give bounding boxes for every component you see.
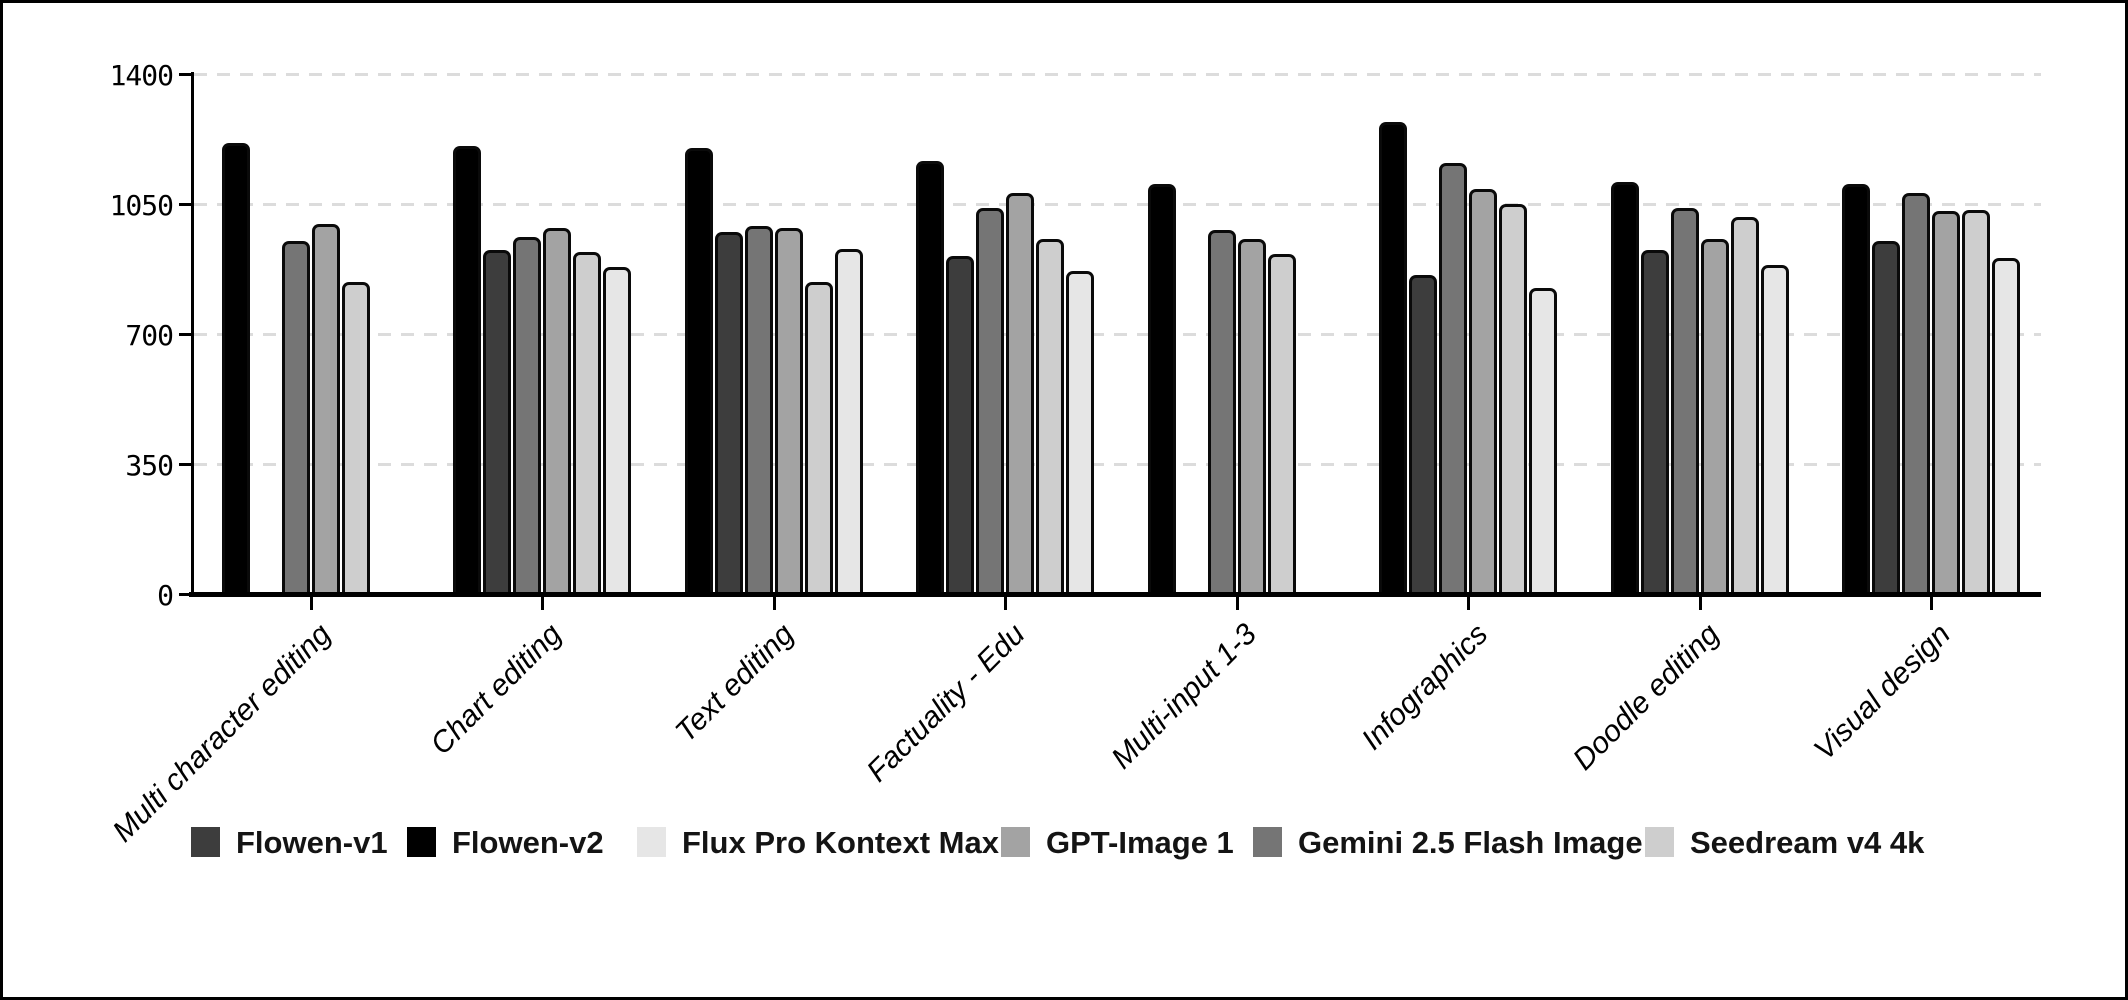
bar bbox=[1207, 230, 1236, 594]
bar bbox=[1700, 239, 1729, 594]
y-tick bbox=[179, 463, 191, 466]
bar bbox=[342, 282, 370, 594]
bar bbox=[1439, 163, 1468, 594]
legend-item: GPT-Image 1 bbox=[1001, 825, 1234, 859]
bar bbox=[543, 228, 572, 594]
legend-swatch bbox=[1645, 827, 1674, 857]
legend-label: GPT-Image 1 bbox=[1046, 824, 1234, 860]
y-tick-label: 1400 bbox=[109, 59, 174, 92]
legend-item: Seedream v4 4k bbox=[1645, 825, 1924, 859]
x-tick bbox=[1235, 597, 1239, 610]
gridline-700 bbox=[194, 333, 2041, 336]
x-tick bbox=[310, 597, 313, 610]
bar bbox=[684, 148, 713, 594]
x-category-label: Chart editing bbox=[424, 617, 569, 762]
bar bbox=[1902, 192, 1930, 594]
y-tick bbox=[179, 73, 191, 76]
legend-label: Flux Pro Kontext Max bbox=[682, 824, 999, 860]
bar bbox=[222, 142, 250, 594]
bar bbox=[573, 252, 602, 594]
bar bbox=[1760, 265, 1789, 594]
bar bbox=[1932, 211, 1960, 594]
y-tick bbox=[179, 333, 191, 336]
x-tick bbox=[1004, 597, 1008, 610]
x-category-label: Multi-input 1-3 bbox=[1104, 617, 1263, 776]
legend-item: Gemini 2.5 Flash Image bbox=[1253, 825, 1643, 859]
bar bbox=[312, 224, 340, 594]
x-tick bbox=[1698, 597, 1702, 610]
bar bbox=[453, 146, 482, 594]
y-axis-line bbox=[191, 72, 194, 597]
legend-label: Gemini 2.5 Flash Image bbox=[1298, 824, 1643, 860]
bar bbox=[1529, 287, 1558, 594]
bar bbox=[1379, 122, 1408, 594]
y-tick bbox=[179, 593, 191, 596]
x-tick bbox=[772, 597, 776, 610]
x-category-label: Infographics bbox=[1355, 617, 1495, 757]
legend-item: Flux Pro Kontext Max bbox=[637, 825, 999, 859]
bar bbox=[1610, 181, 1639, 594]
bar bbox=[1499, 204, 1528, 594]
y-tick-label: 0 bbox=[157, 579, 174, 612]
bar bbox=[804, 282, 833, 594]
x-category-label: Text editing bbox=[668, 617, 800, 749]
legend-swatch bbox=[407, 827, 436, 857]
y-tick bbox=[179, 203, 191, 206]
legend-item: Flowen-v1 bbox=[191, 825, 388, 859]
bar bbox=[1992, 257, 2020, 594]
y-tick-label: 700 bbox=[125, 319, 174, 352]
legend-item: Flowen-v2 bbox=[407, 825, 604, 859]
bar bbox=[1267, 254, 1296, 594]
bar bbox=[714, 231, 743, 594]
bar bbox=[1409, 274, 1438, 594]
bar bbox=[1730, 217, 1759, 594]
legend-label: Flowen-v1 bbox=[236, 824, 388, 860]
bar bbox=[1640, 250, 1669, 594]
bar bbox=[1962, 209, 1990, 594]
legend-label: Seedream v4 4k bbox=[1690, 824, 1925, 860]
bar bbox=[483, 250, 512, 594]
legend-swatch bbox=[1001, 827, 1030, 857]
bar bbox=[1036, 239, 1065, 594]
bar bbox=[916, 161, 945, 594]
bar bbox=[1670, 207, 1699, 594]
x-axis-line bbox=[189, 592, 2041, 597]
bar bbox=[744, 226, 773, 594]
legend-swatch bbox=[191, 827, 220, 857]
legend-swatch bbox=[1253, 827, 1282, 857]
gridline-350 bbox=[194, 463, 2041, 466]
bar bbox=[282, 241, 310, 594]
bar bbox=[976, 207, 1005, 594]
x-category-label: Multi character editing bbox=[106, 617, 337, 849]
gridline-1050 bbox=[194, 203, 2041, 206]
bar bbox=[946, 256, 975, 594]
bar bbox=[1842, 183, 1870, 594]
bar bbox=[1469, 189, 1498, 594]
x-tick bbox=[541, 597, 545, 610]
y-tick-label: 1050 bbox=[109, 189, 174, 222]
bar bbox=[603, 267, 632, 594]
bar bbox=[1237, 239, 1266, 594]
x-category-label: Doodle editing bbox=[1566, 617, 1726, 777]
legend-swatch bbox=[637, 827, 666, 857]
bar bbox=[1872, 241, 1900, 594]
bar bbox=[834, 248, 863, 594]
gridline-1400 bbox=[194, 73, 2041, 76]
x-category-label: Visual design bbox=[1807, 617, 1957, 767]
x-tick bbox=[1930, 597, 1933, 610]
bar bbox=[513, 237, 542, 594]
y-tick-label: 350 bbox=[125, 449, 174, 482]
x-category-label: Factuality - Edu bbox=[860, 617, 1032, 789]
x-tick bbox=[1467, 597, 1471, 610]
bar bbox=[1006, 192, 1035, 594]
bar bbox=[1066, 270, 1095, 594]
bar bbox=[1147, 183, 1176, 594]
legend-label: Flowen-v2 bbox=[452, 824, 604, 860]
bar bbox=[774, 228, 803, 594]
